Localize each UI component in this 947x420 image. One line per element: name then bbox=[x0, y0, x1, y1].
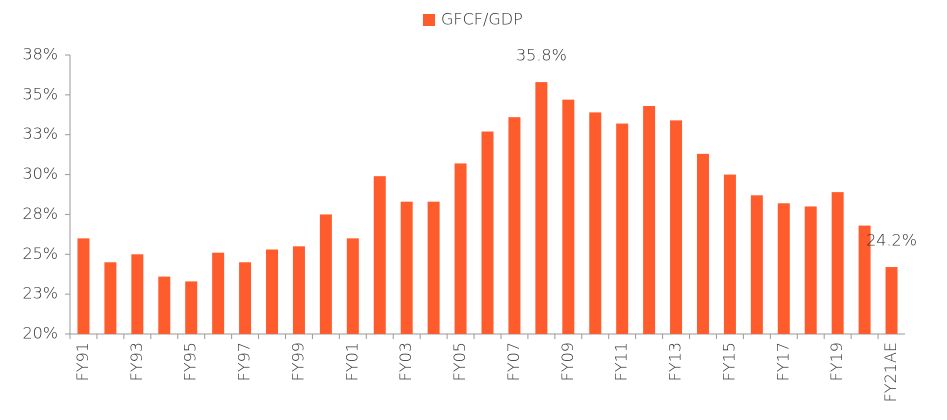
x-tick-label: FY11 bbox=[612, 342, 631, 381]
x-tick-label: FY09 bbox=[558, 342, 577, 381]
x-tick-label: FY17 bbox=[773, 342, 792, 381]
y-tick-label: 30% bbox=[22, 164, 58, 183]
data-label: 35.8% bbox=[516, 46, 567, 65]
bar bbox=[858, 225, 871, 334]
bar bbox=[831, 192, 844, 334]
bar bbox=[750, 195, 763, 334]
bar bbox=[804, 206, 817, 334]
bar bbox=[400, 201, 413, 334]
bar bbox=[185, 281, 198, 334]
x-tick-label: FY15 bbox=[719, 342, 738, 381]
bar bbox=[670, 120, 683, 334]
bar bbox=[266, 249, 279, 334]
x-tick-label: FY05 bbox=[450, 342, 469, 381]
bar bbox=[885, 267, 898, 334]
x-tick-label: FY07 bbox=[504, 342, 523, 381]
bar bbox=[481, 131, 494, 334]
x-tick-label: FY03 bbox=[396, 342, 415, 381]
y-tick-label: 28% bbox=[22, 204, 58, 223]
legend-label: GFCF/GDP bbox=[441, 10, 523, 29]
y-tick-label: 23% bbox=[22, 284, 58, 303]
x-tick-label: FY99 bbox=[288, 342, 307, 381]
bar bbox=[239, 262, 252, 334]
bar bbox=[643, 106, 656, 334]
x-tick-label: FY97 bbox=[235, 342, 254, 381]
bar bbox=[454, 163, 467, 334]
bar bbox=[212, 252, 225, 334]
bar bbox=[589, 112, 602, 334]
bar bbox=[616, 123, 629, 334]
y-tick-label: 20% bbox=[22, 324, 58, 343]
bar bbox=[508, 117, 521, 334]
x-tick-label: FY01 bbox=[342, 342, 361, 381]
bar bbox=[104, 262, 117, 334]
bar bbox=[77, 238, 90, 334]
legend-swatch bbox=[423, 14, 435, 26]
x-tick-label: FY19 bbox=[827, 342, 846, 381]
bar bbox=[535, 82, 548, 334]
bar bbox=[777, 203, 790, 334]
data-label: 24.2% bbox=[866, 231, 917, 250]
x-tick-label: FY95 bbox=[181, 342, 200, 381]
bar bbox=[346, 238, 359, 334]
bar bbox=[427, 201, 440, 334]
bar bbox=[131, 254, 144, 334]
bar bbox=[158, 276, 171, 334]
bar bbox=[696, 153, 709, 334]
bar bbox=[319, 214, 332, 334]
bar bbox=[292, 246, 305, 334]
y-tick-label: 38% bbox=[22, 45, 58, 64]
bar bbox=[373, 176, 386, 334]
y-tick-label: 25% bbox=[22, 244, 58, 263]
x-tick-label: FY93 bbox=[127, 342, 146, 381]
bar bbox=[562, 99, 575, 334]
x-tick-label: FY91 bbox=[73, 342, 92, 381]
bar bbox=[723, 174, 736, 334]
y-tick-label: 35% bbox=[22, 84, 58, 103]
x-tick-label: FY21AE bbox=[881, 342, 900, 402]
x-tick-label: FY13 bbox=[666, 342, 685, 381]
y-tick-label: 33% bbox=[22, 124, 58, 143]
